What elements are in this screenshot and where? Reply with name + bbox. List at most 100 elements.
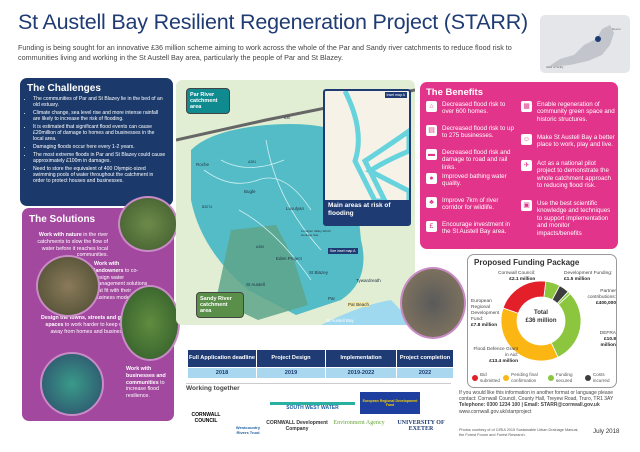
benefit-text: Decreased flood risk to up to 275 busine… [442, 125, 514, 140]
environment-agency-logo: Environment Agency [333, 420, 385, 426]
catchment-map: Par River catchment area Sandy River cat… [176, 80, 415, 325]
inset-map-tag: Inset map A [384, 92, 407, 98]
challenge-item: Need to store the equivalent of 400 Olym… [33, 166, 166, 185]
benefit-item: ▣ Use the best scientific knowledge and t… [521, 200, 616, 237]
scilly-label: Isles of Scilly [546, 65, 564, 69]
place-par: Par [328, 296, 336, 301]
timeline-date: 2022 [397, 368, 453, 378]
timeline-table: Full Application deadline Project Design I… [188, 350, 453, 378]
westcountry-rivers-logo: Westcountry Rivers Trust [235, 425, 261, 435]
legend-swatch [503, 374, 510, 381]
benefit-text: Improve 7km of river corridor for wildli… [442, 197, 499, 212]
location-minimap: Devon Isles of Scilly [540, 15, 630, 73]
benefits-panel: The Benefits ⌂ Decreased flood risk to ov… [420, 82, 618, 249]
legend-swatch [547, 374, 554, 381]
woodland-photo [36, 255, 100, 317]
regeneration-icon: ▦ [521, 101, 532, 112]
place-st-austell: St Austell [246, 282, 265, 287]
benefit-item: ⌂ Decreased flood risk to over 600 homes. [426, 101, 518, 116]
place-luxulyan-valley: Luxulyan Valley World Heritage Site [301, 229, 331, 237]
challenge-item: Climate change, sea level rise and more … [33, 110, 166, 122]
par-catchment-label: Par River catchment area [186, 88, 230, 114]
timeline-stage: Project Design [257, 350, 325, 367]
contact-text: If you would like this information in an… [459, 390, 614, 403]
solution-design: Design the towns, streets and green spac… [41, 315, 132, 335]
legend-item: Pending final confirmation [503, 372, 546, 383]
sandy-catchment-label: Sandy River catchment area [196, 292, 244, 318]
timeline-date: 2018 [188, 368, 256, 378]
legend-item: Costs incurred [584, 372, 616, 383]
road-a30: A30 [284, 116, 291, 120]
timeline-date: 2019-2022 [326, 368, 396, 378]
contact-info: If you would like this information in an… [459, 390, 631, 415]
erdf-logo: European Regional Development Fund [360, 392, 420, 414]
challenge-item: Damaging floods occur here every 1-2 yea… [33, 144, 166, 150]
legend-swatch [584, 374, 591, 381]
benefit-item: ▦ Enable regeneration of community green … [521, 101, 616, 123]
place-eden-project: Eden Project [276, 256, 302, 261]
label-cornwall-council: Cornwall Council: £2.1 million [498, 271, 536, 282]
photo-credits: Photos courtesy of of CIRIA 2015 Sustain… [459, 428, 579, 437]
business-icon: ▤ [426, 125, 437, 136]
benefit-text: Improved bathing water quality. [442, 173, 507, 188]
solution-landowners: Work with landowners to co-design water … [94, 261, 148, 301]
pilot-icon: ✈ [521, 160, 532, 171]
funding-legend: Bid submitted Pending final confirmation F… [472, 372, 616, 383]
south-west-water-logo: SOUTH WEST WATER [270, 402, 355, 411]
label-defra: DEFRA £10.8 million [599, 331, 616, 348]
flooded-car-photo [400, 267, 466, 339]
benefit-text: Encourage investment in the St Austell B… [442, 221, 511, 236]
benefit-text: Decreased flood risk to over 600 homes. [442, 101, 506, 116]
contact-website-link[interactable]: www.cornwall.gov.uk/starrproject [459, 408, 532, 415]
location-pin-icon [595, 36, 601, 42]
timeline-stage: Project completion [397, 350, 453, 367]
inset-map-a[interactable]: Inset map A Main areas at risk of floodi… [323, 89, 412, 226]
legend-item: Funding secured [547, 372, 583, 383]
place-tywardreath: Tywardreath [356, 278, 381, 283]
benefit-item: ▬ Decreased flood risk and damage to road… [426, 149, 518, 171]
cornwall-council-logo: CORNWALL COUNCIL [191, 412, 221, 424]
label-partner: Partner contributions: £400,000 [587, 289, 616, 306]
donut-slice-european-regional-development-fund [502, 280, 547, 314]
timeline-date: 2019 [257, 368, 325, 378]
timeline-stage: Implementation [326, 350, 396, 367]
funding-package-panel: Proposed Funding Package Total £36 millio… [467, 254, 617, 388]
place-roche: Roche [196, 162, 210, 167]
legend-swatch [472, 374, 478, 381]
challenge-item: The communities of Par and St Blazey lie… [33, 96, 166, 108]
benefit-text: Act as a national pilot project to demon… [537, 160, 611, 190]
challenges-heading: The Challenges [27, 83, 101, 94]
place-par-beach: Par Beach [348, 302, 370, 307]
road-a391: A391 [248, 160, 257, 164]
timeline-stage: Full Application deadline [188, 350, 256, 367]
publication-date: July 2018 [593, 428, 620, 435]
tree-icon: ♣ [426, 197, 437, 208]
road-b3274: B3274 [202, 205, 213, 209]
legend-item: Bid submitted [472, 372, 501, 383]
investment-icon: £ [426, 221, 437, 232]
funding-title: Proposed Funding Package [474, 258, 580, 267]
donut-center-label: Total £36 million [525, 310, 557, 324]
houses-icon: ⌂ [426, 101, 437, 112]
wetland-photo [118, 196, 178, 252]
devon-label: Devon [612, 27, 621, 31]
benefit-item: ☺ Make St Austell Bay a better place to w… [521, 134, 616, 149]
flood-risk-label: Main areas at risk of flooding [325, 200, 409, 224]
benefit-item: ♣ Improve 7km of river corridor for wildl… [426, 197, 518, 212]
benefit-item: £ Encourage investment in the St Austell … [426, 221, 518, 236]
contact-phone-email[interactable]: Telephone: 0300 1234 100 | Email: STARR@… [459, 402, 600, 409]
benefits-heading: The Benefits [426, 87, 484, 98]
water-drop-icon: ● [426, 173, 437, 184]
play-icon: ☺ [521, 134, 532, 145]
label-fdgia: Flood Defence Grant in Aid: £13.4 million [473, 347, 518, 364]
label-development-funding: Development Funding: £1.5 million [564, 271, 613, 282]
road-a390: A390 [256, 245, 265, 249]
page-title: St Austell Bay Resilient Regeneration Pr… [18, 10, 528, 34]
place-st-austell-bay: St Austell Bay [326, 318, 354, 323]
place-luxulyan: Luxulyan [286, 206, 305, 211]
divider [186, 383, 451, 384]
benefit-item: ✈ Act as a national pilot project to demo… [521, 160, 616, 190]
science-icon: ▣ [521, 200, 532, 211]
see-inset-tag[interactable]: See inset map A [328, 248, 358, 254]
place-st-blazey: St Blazey [309, 270, 329, 275]
